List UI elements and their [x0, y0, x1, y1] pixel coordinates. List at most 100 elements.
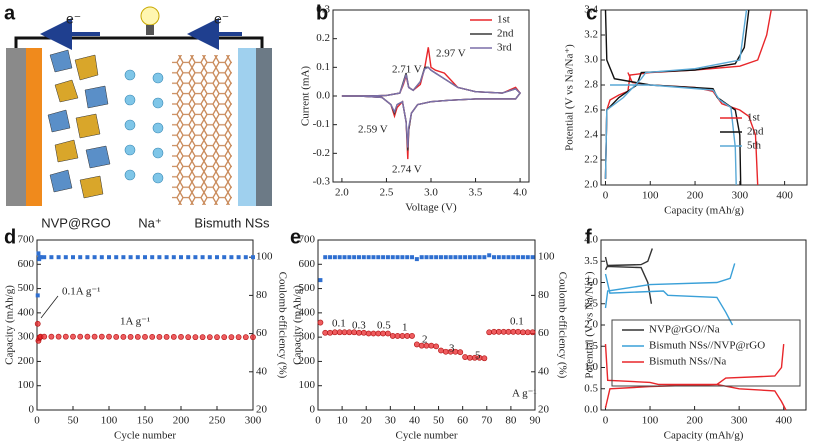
annotation: 0.1: [510, 316, 524, 328]
legend-label: 1st: [747, 112, 760, 124]
data-point: [511, 255, 516, 260]
data-line: [341, 47, 521, 160]
y-tick-label: 500: [18, 282, 35, 294]
data-point: [467, 255, 472, 260]
data-point: [376, 255, 381, 260]
data-point: [428, 342, 435, 349]
data-point: [482, 255, 487, 260]
anode-layer: [238, 48, 256, 206]
x-axis-label: Voltage (V): [405, 202, 457, 214]
data-point: [106, 333, 112, 340]
data-point: [410, 255, 415, 260]
data-point: [63, 255, 68, 260]
data-point: [481, 355, 488, 362]
x-tick-label: 70: [481, 415, 493, 427]
x-tick-label: 200: [686, 415, 703, 427]
data-point: [337, 255, 342, 260]
data-point: [170, 333, 177, 340]
data-point: [127, 333, 134, 340]
data-point: [462, 354, 468, 360]
data-point: [236, 255, 241, 260]
data-point: [114, 255, 119, 260]
data-line: [604, 344, 787, 411]
legend-label: 5th: [747, 140, 762, 152]
legend-label: NVP@rGO//Na: [649, 324, 720, 336]
data-point: [62, 333, 69, 340]
data-point: [463, 255, 468, 260]
bulb: [140, 6, 160, 26]
y-tick-label: 3.5: [584, 255, 598, 267]
y-tick-label: 2.0: [584, 179, 598, 191]
data-point: [120, 333, 127, 340]
panel-letter: e: [290, 226, 301, 248]
annotation: 2.74 V: [392, 164, 422, 176]
data-point: [235, 334, 242, 341]
data-point: [199, 334, 206, 341]
panel-letter: c: [586, 2, 597, 24]
x-tick-label: 3.0: [424, 187, 438, 199]
x-tick-label: 0: [315, 415, 321, 427]
y-tick-label: 0.5: [584, 382, 598, 394]
data-point: [457, 349, 464, 356]
electron-label: e⁻: [214, 11, 229, 27]
y2-tick-label: 100: [256, 251, 273, 263]
data-point: [491, 328, 497, 335]
data-point: [222, 255, 227, 260]
y-tick-label: 0.1: [316, 61, 330, 73]
data-point: [214, 334, 220, 341]
y-tick-label: 2.2: [584, 154, 598, 166]
x-tick-label: 400: [776, 190, 793, 202]
data-point: [385, 255, 390, 260]
data-point: [395, 255, 400, 260]
y-tick-label: 0.3: [316, 4, 330, 16]
data-point: [34, 320, 41, 327]
y-tick-label: 300: [299, 331, 316, 343]
data-point: [453, 255, 458, 260]
data-point: [328, 255, 333, 260]
plot-frame: [317, 239, 536, 411]
y-tick-label: 0.2: [316, 32, 330, 44]
data-point: [49, 255, 54, 260]
data-point: [385, 330, 391, 337]
y-axis-label: Capacity (mAh/g): [4, 285, 16, 365]
data-line: [604, 9, 748, 186]
y-tick-label: -0.3: [313, 176, 331, 188]
legend-box: [611, 319, 801, 387]
data-point: [496, 255, 501, 260]
data-point: [516, 255, 521, 260]
y-tick-label: 400: [299, 306, 316, 318]
bulb-base: [146, 25, 154, 35]
x-axis-label: Cycle number: [395, 430, 457, 441]
data-line: [604, 263, 736, 326]
x-axis-label: Capacity (mAh/g): [664, 430, 744, 441]
data-point: [365, 330, 372, 337]
data-point: [157, 255, 162, 260]
data-point: [404, 333, 411, 339]
data-point: [366, 255, 371, 260]
annotation: A g⁻¹: [512, 388, 537, 400]
x-tick-label: 3.5: [469, 187, 483, 199]
x-tick-label: 200: [173, 415, 190, 427]
y-tick-label: 0: [29, 404, 35, 416]
data-point: [99, 255, 104, 260]
data-point: [251, 255, 255, 260]
data-point: [409, 333, 415, 339]
y-tick-label: 100: [299, 379, 316, 391]
y-tick-label: 3.4: [584, 4, 598, 16]
data-point: [487, 253, 492, 258]
data-point: [323, 255, 328, 260]
data-point: [341, 329, 348, 336]
data-point: [78, 255, 83, 260]
data-point: [530, 255, 535, 260]
legend-label: Bismuth NSs//Na: [649, 356, 726, 368]
annotation: 0.3: [352, 320, 366, 332]
annotation: 5: [475, 350, 481, 362]
x-tick-label: 40: [409, 415, 421, 427]
data-point: [515, 328, 522, 335]
x-tick-label: 50: [68, 415, 80, 427]
sodium-ions: [124, 69, 164, 184]
annotation: 0.1: [332, 318, 346, 330]
data-point: [221, 334, 228, 341]
data-point: [443, 255, 448, 260]
